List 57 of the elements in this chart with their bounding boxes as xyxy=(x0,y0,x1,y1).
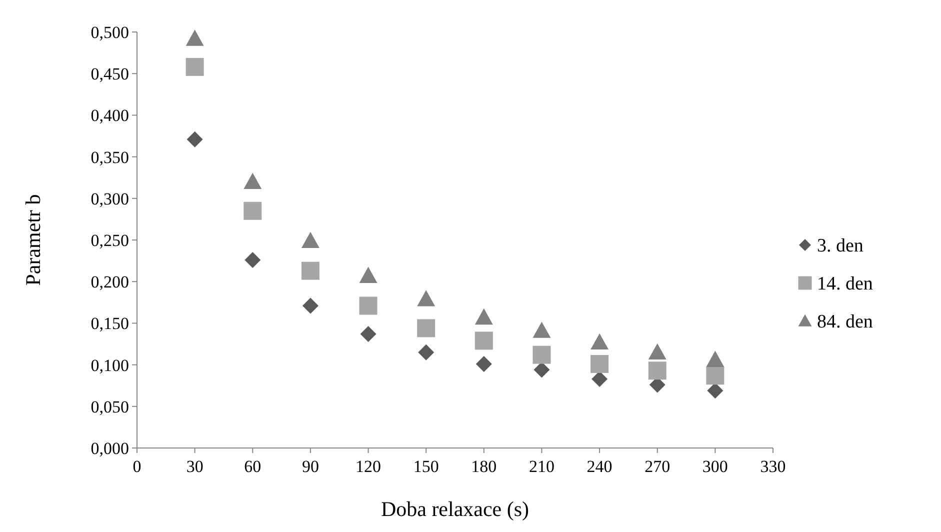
point xyxy=(186,30,204,46)
point xyxy=(706,350,724,368)
y-tick-label: 0,000 xyxy=(90,438,129,458)
point xyxy=(301,262,320,280)
point xyxy=(417,319,436,338)
point xyxy=(186,131,203,148)
y-tick-label: 0,050 xyxy=(90,397,129,416)
point xyxy=(244,172,262,189)
legend-label: 14. den xyxy=(817,274,874,295)
point xyxy=(534,362,550,378)
x-tick-label: 300 xyxy=(702,457,728,476)
x-tick-label: 330 xyxy=(760,457,786,476)
point xyxy=(532,346,551,364)
y-tick-label: 0,300 xyxy=(90,189,129,208)
y-tick-label: 0,200 xyxy=(90,272,129,292)
point xyxy=(474,332,493,350)
point xyxy=(359,296,378,315)
legend-label: 84. den xyxy=(817,312,874,333)
y-tick-label: 0,350 xyxy=(90,148,129,167)
x-tick-label: 120 xyxy=(356,457,382,476)
point xyxy=(590,333,609,350)
y-tick-label: 0,150 xyxy=(90,314,129,334)
point xyxy=(359,266,378,283)
x-axis-title: Doba relaxace (s) xyxy=(380,497,530,521)
point xyxy=(244,252,261,268)
y-tick-label: 0,400 xyxy=(90,106,129,126)
y-axis-title: Parametr b xyxy=(21,194,45,286)
point xyxy=(707,382,724,399)
x-tick-label: 90 xyxy=(302,457,319,476)
x-tick-label: 30 xyxy=(186,457,204,476)
point xyxy=(532,322,551,338)
y-tick-label: 0,100 xyxy=(90,356,129,375)
x-tick-label: 150 xyxy=(413,457,439,476)
point xyxy=(417,290,436,306)
x-tick-label: 180 xyxy=(471,457,497,476)
y-tick-label: 0,250 xyxy=(90,230,129,250)
point xyxy=(590,354,609,373)
point xyxy=(186,58,204,76)
x-tick-label: 210 xyxy=(528,457,554,476)
y-tick-label: 0,500 xyxy=(90,22,129,42)
point xyxy=(244,202,262,220)
point xyxy=(301,232,320,248)
point xyxy=(474,308,493,325)
point xyxy=(476,356,492,372)
x-tick-label: 60 xyxy=(244,457,262,476)
point xyxy=(302,298,318,314)
legend-label: 3. den xyxy=(817,236,864,257)
x-tick-label: 240 xyxy=(586,457,612,476)
x-tick-label: 270 xyxy=(644,457,670,476)
y-tick-label: 0,450 xyxy=(90,64,129,84)
point xyxy=(648,362,666,380)
point xyxy=(360,326,376,342)
point xyxy=(706,366,724,385)
point xyxy=(418,344,434,360)
point xyxy=(648,343,666,360)
point xyxy=(592,370,608,387)
x-tick-label: 0 xyxy=(132,457,142,476)
